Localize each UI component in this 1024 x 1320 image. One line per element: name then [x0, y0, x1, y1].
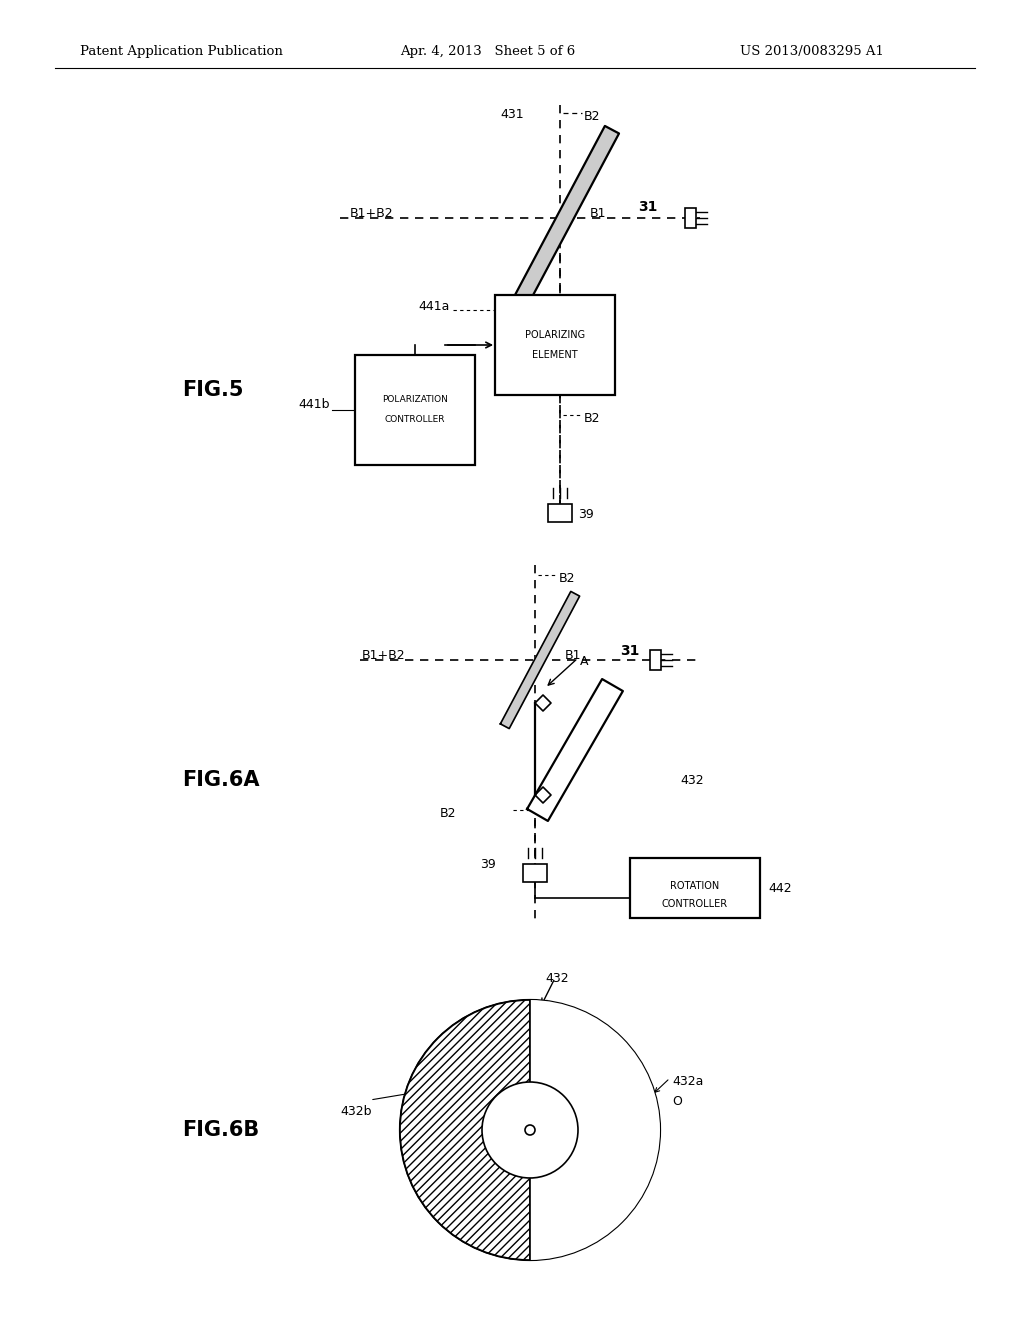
Text: US 2013/0083295 A1: US 2013/0083295 A1: [740, 45, 884, 58]
Text: B2: B2: [559, 572, 575, 585]
Text: ELEMENT: ELEMENT: [532, 350, 578, 360]
Text: Apr. 4, 2013   Sheet 5 of 6: Apr. 4, 2013 Sheet 5 of 6: [400, 45, 575, 58]
Text: B2: B2: [584, 412, 600, 425]
Text: B2: B2: [584, 110, 600, 123]
Text: 432: 432: [680, 774, 703, 787]
Text: 39: 39: [578, 508, 594, 521]
Bar: [685, 209, 696, 228]
Text: B1+B2: B1+B2: [350, 207, 393, 220]
Text: 31: 31: [638, 201, 657, 214]
Text: B1: B1: [590, 207, 606, 220]
Text: 39: 39: [480, 858, 496, 871]
Text: CONTROLLER: CONTROLLER: [385, 416, 445, 425]
Text: CONTROLLER: CONTROLLER: [662, 899, 728, 909]
Text: 441a: 441a: [419, 300, 450, 313]
Bar: [650, 649, 662, 671]
Text: B2: B2: [440, 807, 457, 820]
Text: POLARIZATION: POLARIZATION: [382, 396, 447, 404]
Text: 441b: 441b: [299, 399, 330, 412]
Bar: [355, 355, 475, 465]
Bar: [548, 504, 572, 521]
Text: B1: B1: [565, 649, 582, 663]
Bar: [523, 865, 547, 882]
Text: POLARIZING: POLARIZING: [525, 330, 585, 341]
Text: Patent Application Publication: Patent Application Publication: [80, 45, 283, 58]
Text: ROTATION: ROTATION: [671, 880, 720, 891]
Bar: [495, 294, 615, 395]
Wedge shape: [530, 1001, 660, 1261]
Text: B1+B2: B1+B2: [362, 649, 406, 663]
Circle shape: [482, 1082, 578, 1177]
Bar: [630, 858, 760, 917]
Polygon shape: [527, 678, 623, 821]
Polygon shape: [511, 125, 620, 310]
Text: FIG.5: FIG.5: [182, 380, 244, 400]
Text: FIG.6B: FIG.6B: [182, 1119, 259, 1140]
Wedge shape: [400, 1001, 530, 1261]
Text: 432b: 432b: [340, 1105, 372, 1118]
Text: A: A: [580, 655, 589, 668]
Text: 431: 431: [501, 108, 524, 121]
Text: O: O: [672, 1096, 682, 1107]
Text: FIG.6A: FIG.6A: [182, 770, 259, 789]
Text: 432: 432: [545, 972, 568, 985]
Polygon shape: [501, 591, 580, 729]
Text: 442: 442: [768, 882, 792, 895]
Text: 31: 31: [620, 644, 639, 657]
Text: 432a: 432a: [672, 1074, 703, 1088]
